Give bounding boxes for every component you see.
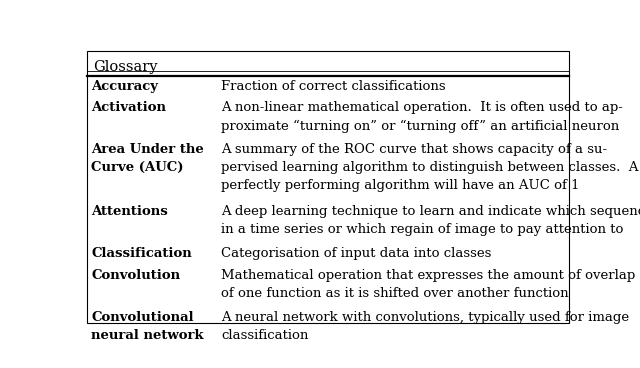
Text: Mathematical operation that expresses the amount of overlap
of one function as i: Mathematical operation that expresses th… bbox=[221, 269, 636, 300]
Text: A deep learning technique to learn and indicate which sequence
in a time series : A deep learning technique to learn and i… bbox=[221, 205, 640, 236]
Text: Attentions: Attentions bbox=[92, 205, 168, 218]
Text: Area Under the
Curve (AUC): Area Under the Curve (AUC) bbox=[92, 144, 204, 174]
Text: Fraction of correct classifications: Fraction of correct classifications bbox=[221, 79, 446, 93]
Text: Accuracy: Accuracy bbox=[92, 79, 159, 93]
Text: Convolution: Convolution bbox=[92, 269, 180, 282]
Text: Classification: Classification bbox=[92, 247, 192, 260]
Text: Categorisation of input data into classes: Categorisation of input data into classe… bbox=[221, 247, 492, 260]
Text: Glossary: Glossary bbox=[93, 60, 158, 74]
Text: A neural network with convolutions, typically used for image
classification: A neural network with convolutions, typi… bbox=[221, 311, 630, 342]
Text: A non-linear mathematical operation.  It is often used to ap-
proximate “turning: A non-linear mathematical operation. It … bbox=[221, 102, 623, 133]
Text: Convolutional
neural network: Convolutional neural network bbox=[92, 311, 204, 342]
Text: Activation: Activation bbox=[92, 102, 166, 114]
Text: A summary of the ROC curve that shows capacity of a su-
pervised learning algori: A summary of the ROC curve that shows ca… bbox=[221, 144, 639, 192]
